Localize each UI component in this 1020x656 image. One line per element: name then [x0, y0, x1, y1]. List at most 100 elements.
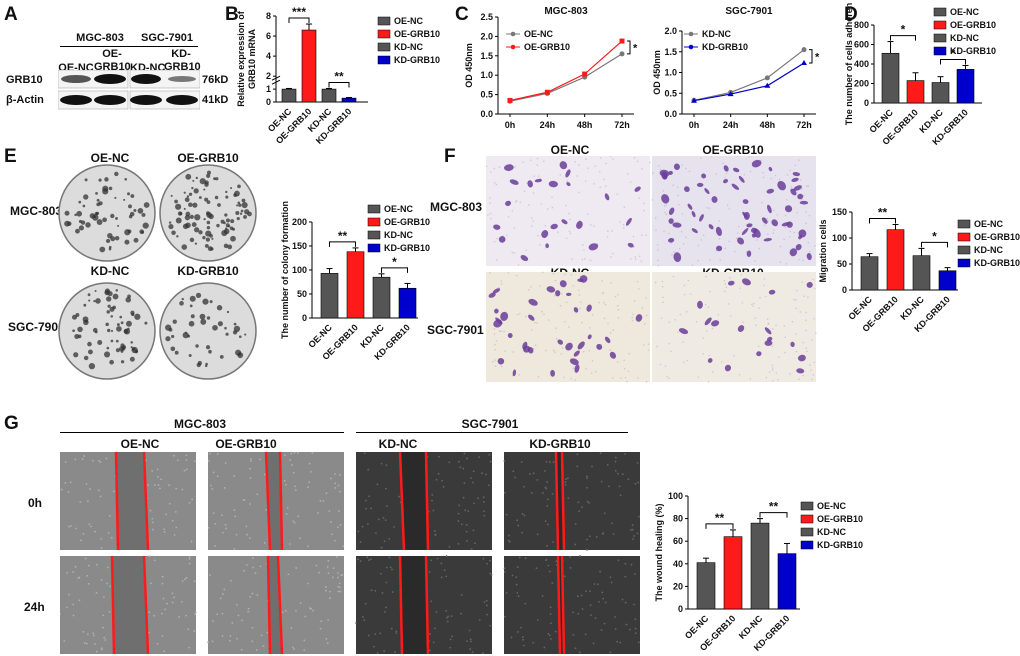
x-tick-label: 48h: [577, 120, 593, 130]
pore: [518, 312, 521, 315]
cell-texture: [485, 473, 488, 476]
pore: [628, 353, 630, 355]
cell-texture: [334, 539, 336, 542]
pore: [771, 367, 774, 369]
colony: [116, 323, 120, 327]
pore: [636, 160, 639, 163]
migrated-cell: [565, 169, 571, 178]
cell-texture: [584, 633, 587, 636]
migrated-cell: [767, 204, 772, 214]
cell-texture: [235, 603, 238, 606]
colony: [73, 352, 79, 358]
colony: [87, 341, 92, 347]
cell-texture: [334, 482, 337, 485]
band-grb10-kd-grb10: [168, 76, 196, 82]
cell-texture: [299, 602, 302, 605]
cell-texture: [72, 603, 75, 606]
cell-texture: [173, 534, 176, 536]
cell-texture: [574, 523, 577, 526]
migrated-cell: [764, 327, 772, 335]
legend-label: OE-GRB10: [950, 20, 996, 30]
cell-texture: [505, 592, 508, 594]
pore: [489, 197, 491, 199]
cell-texture: [446, 620, 449, 623]
bar-oe-grb10: [723, 536, 743, 610]
pore: [633, 300, 636, 302]
cell-texture: [103, 596, 105, 599]
colony: [93, 300, 96, 303]
cell-texture: [585, 590, 587, 593]
cell-texture: [216, 613, 219, 616]
pore: [656, 345, 658, 348]
pore: [631, 319, 634, 322]
colony-col-kd-nc: KD-NC: [90, 264, 130, 278]
band-actin-kd-grb10: [166, 95, 198, 105]
panel-label-a: A: [4, 4, 18, 25]
migrated-cell: [708, 224, 714, 230]
pore: [761, 201, 763, 204]
micrograph: [504, 452, 640, 550]
pore: [559, 304, 562, 307]
pore: [489, 212, 492, 215]
pore: [711, 327, 714, 330]
cell-texture: [488, 484, 490, 487]
pore: [557, 231, 559, 233]
pore: [765, 376, 768, 379]
migrated-cell: [791, 177, 799, 182]
cell-texture: [554, 630, 557, 633]
pore: [758, 247, 761, 250]
sig-stars: **: [338, 229, 348, 243]
migrated-cell: [790, 341, 795, 348]
cell-texture: [569, 556, 572, 558]
y-axis-label: Relative expression of: [236, 10, 246, 107]
colony: [106, 296, 112, 302]
cell-texture: [90, 525, 92, 528]
pore: [757, 345, 760, 348]
cell-texture: [517, 524, 520, 527]
pore: [802, 259, 804, 262]
y-tick-label: 1.5: [664, 47, 677, 57]
cell-texture: [465, 523, 468, 526]
colony: [120, 360, 125, 364]
pore: [793, 298, 795, 301]
cell-texture: [233, 509, 236, 511]
cell-texture: [89, 488, 91, 490]
y-tick-label: 0: [678, 604, 683, 614]
cell-texture: [216, 452, 219, 455]
cell-texture: [577, 501, 580, 504]
colony: [237, 201, 241, 205]
cell-texture: [74, 458, 77, 461]
cell-texture: [569, 566, 572, 569]
cell-texture: [614, 616, 616, 618]
pore: [772, 229, 775, 231]
cell-texture: [216, 475, 219, 478]
cell-texture: [616, 640, 619, 643]
cell-texture: [395, 632, 398, 635]
cell-texture: [338, 582, 341, 585]
cell-texture: [223, 588, 226, 591]
cell-texture: [463, 452, 466, 455]
wound-row-24h: 24h: [24, 600, 45, 614]
cell-texture: [328, 597, 331, 600]
pore: [586, 167, 589, 169]
migrated-cell: [492, 288, 501, 294]
migrated-cell: [569, 358, 579, 366]
y-tick-label: 400: [854, 59, 869, 69]
cell-texture: [544, 520, 547, 522]
pore: [603, 317, 606, 320]
pore: [634, 256, 637, 258]
pore: [770, 177, 773, 180]
pore: [776, 213, 779, 216]
colony: [177, 211, 183, 216]
colony: [226, 310, 230, 314]
cell-texture: [445, 555, 448, 557]
cell-texture: [543, 646, 546, 649]
cell-texture: [60, 612, 61, 615]
colony: [88, 299, 91, 302]
y-tick-label: 200: [854, 79, 869, 89]
cell-texture: [357, 530, 360, 533]
cell-texture: [82, 532, 85, 535]
pore: [511, 251, 514, 254]
pore: [518, 374, 521, 376]
legend-label: OE-GRB10: [394, 29, 440, 39]
